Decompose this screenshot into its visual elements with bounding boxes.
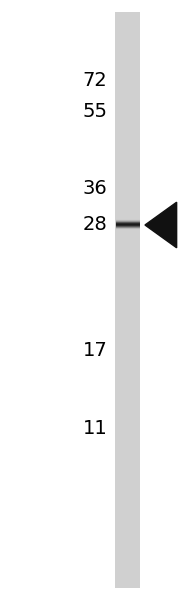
- Bar: [116, 225, 140, 226]
- Bar: [116, 224, 140, 226]
- Bar: [116, 218, 140, 220]
- Bar: [116, 219, 140, 220]
- Text: 17: 17: [83, 341, 108, 361]
- Bar: [116, 221, 140, 223]
- Text: 36: 36: [83, 179, 108, 199]
- Bar: [116, 222, 140, 223]
- Bar: [116, 227, 140, 229]
- Bar: [116, 226, 140, 227]
- Bar: [116, 226, 140, 227]
- Text: 72: 72: [83, 71, 108, 91]
- Bar: [116, 218, 140, 219]
- Bar: [116, 220, 140, 221]
- Bar: [116, 218, 140, 219]
- Polygon shape: [145, 202, 177, 248]
- Bar: [115, 12, 140, 588]
- Bar: [116, 230, 140, 231]
- Bar: [116, 222, 140, 223]
- Bar: [116, 230, 140, 232]
- Bar: [116, 224, 140, 225]
- Text: 11: 11: [83, 419, 108, 439]
- Bar: [116, 220, 140, 221]
- Bar: [116, 229, 140, 230]
- Bar: [116, 223, 140, 224]
- Bar: [116, 228, 140, 229]
- Bar: [116, 229, 140, 230]
- Bar: [116, 220, 140, 221]
- Bar: [116, 223, 140, 224]
- Text: 28: 28: [83, 215, 108, 235]
- Bar: [116, 227, 140, 228]
- Bar: [116, 221, 140, 222]
- Bar: [116, 230, 140, 231]
- Text: 55: 55: [83, 101, 108, 121]
- Bar: [116, 225, 140, 226]
